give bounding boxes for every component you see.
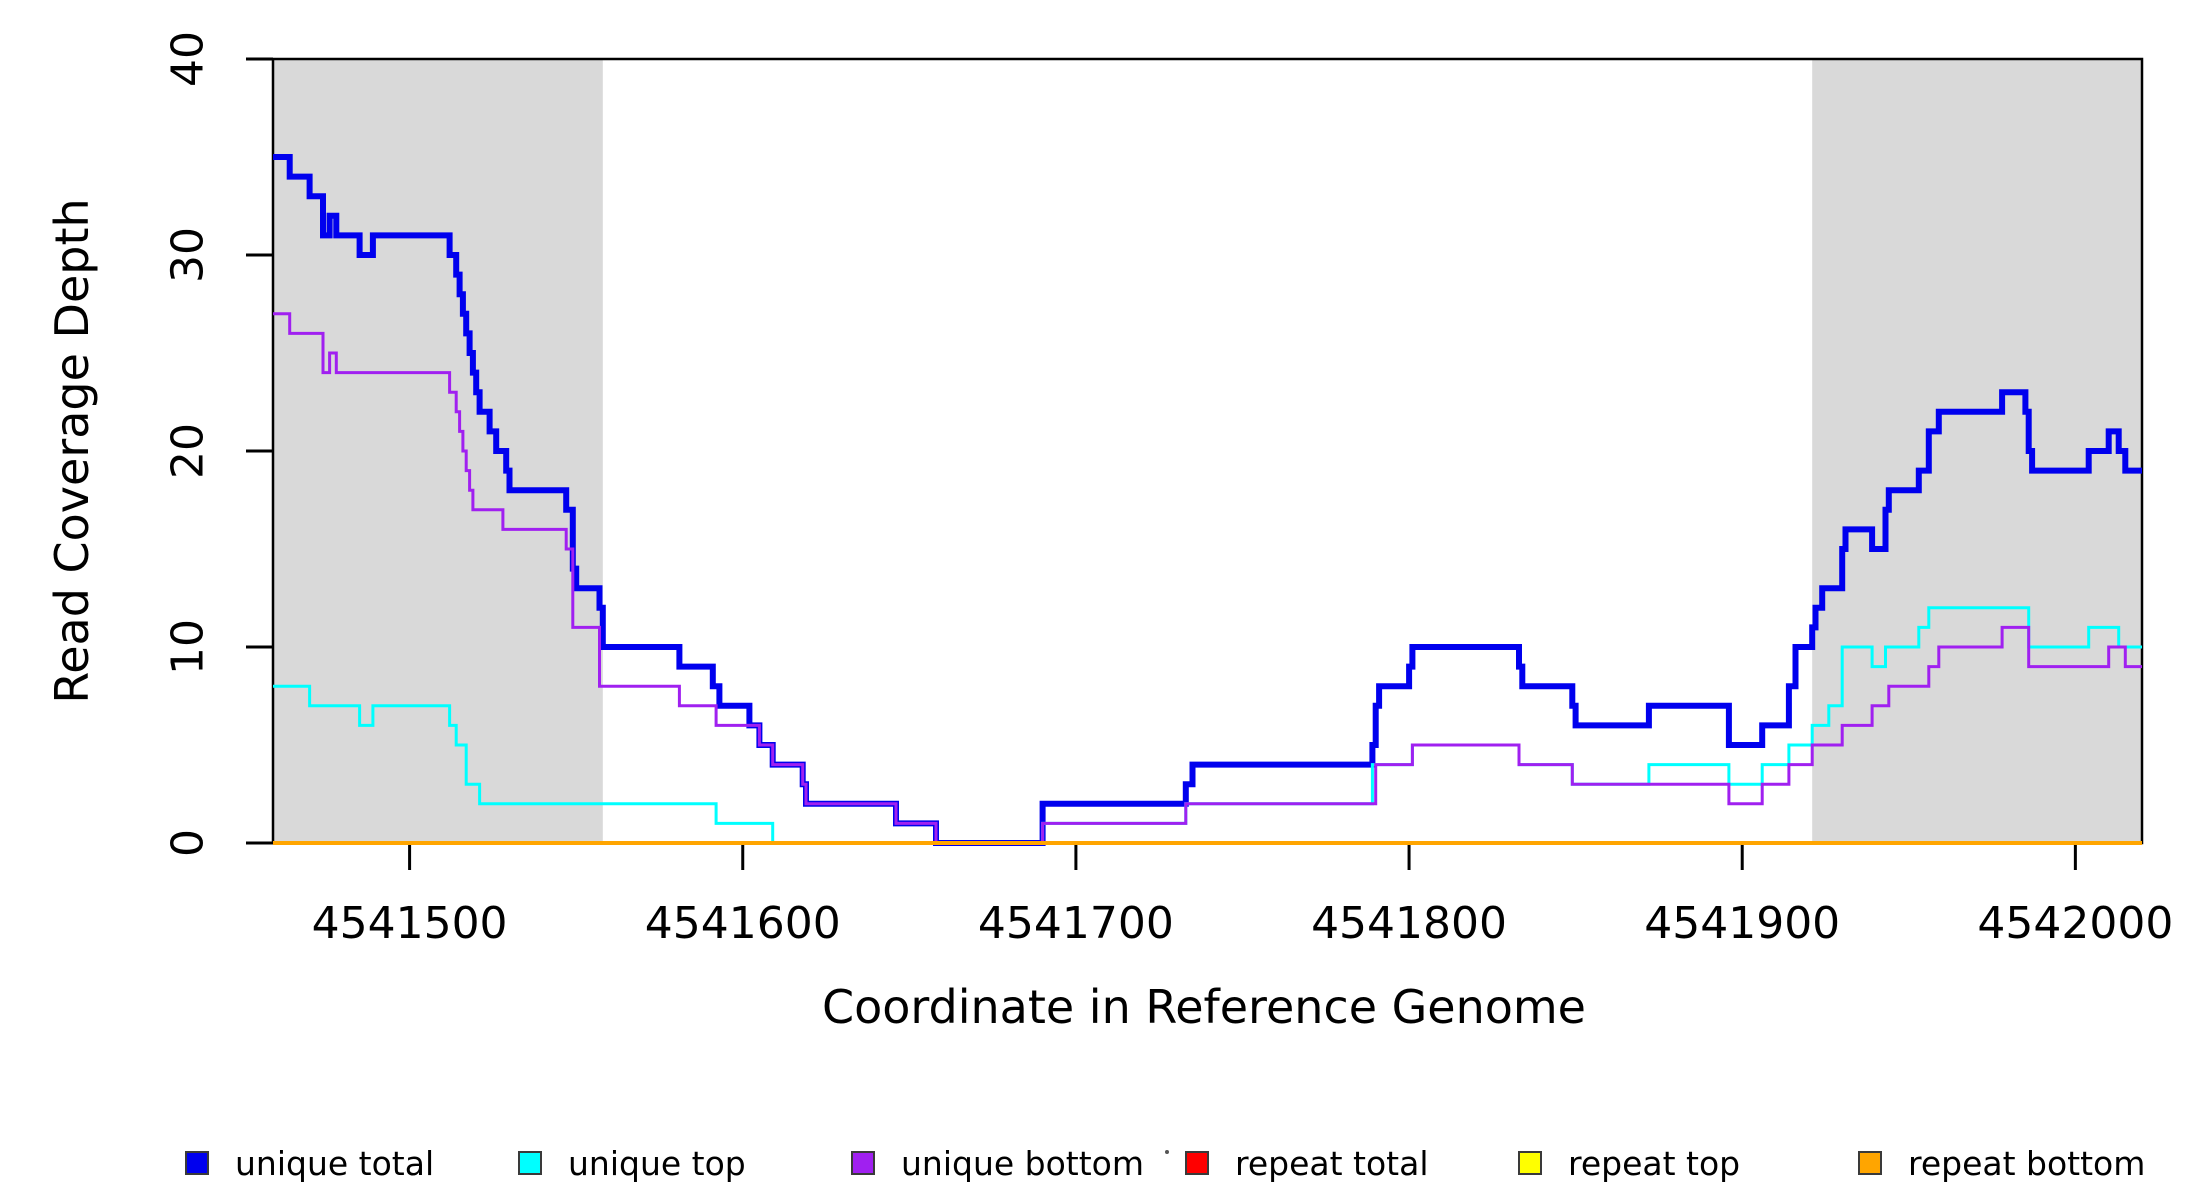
x-tick-label: 4541800 — [1311, 898, 1507, 949]
legend-label: unique top — [568, 1143, 746, 1183]
y-tick-label: 20 — [163, 423, 214, 479]
y-tick-label: 0 — [163, 829, 214, 857]
legend-label: unique total — [235, 1143, 435, 1183]
legend-label: repeat total — [1235, 1143, 1429, 1183]
x-tick-label: 4541900 — [1644, 898, 1840, 949]
legend-swatch-unique-total — [185, 1151, 209, 1175]
legend-swatch-repeat-total — [1185, 1151, 1209, 1175]
legend-label: unique bottom — [901, 1143, 1145, 1183]
legend-swatch-unique-top — [518, 1151, 542, 1175]
series-path-unique-bottom — [273, 312, 2142, 845]
legend-swatch-unique-bottom — [851, 1151, 875, 1175]
y-tick-label: 40 — [163, 31, 214, 87]
legend-item-repeat-total: repeat total — [1185, 1143, 1429, 1183]
x-tick-label: 4541700 — [978, 898, 1174, 949]
legend-item-repeat-bottom: repeat bottom — [1858, 1143, 2146, 1183]
y-tick-label: 30 — [163, 227, 214, 283]
legend-item-unique-total: unique total — [185, 1143, 435, 1183]
legend-label: repeat top — [1568, 1143, 1741, 1183]
legend-label: repeat bottom — [1908, 1143, 2146, 1183]
x-axis-title: Coordinate in Reference Genome — [822, 980, 1586, 1034]
x-tick-label: 4541600 — [645, 898, 841, 949]
y-axis-title: Read Coverage Depth — [45, 198, 99, 704]
legend-item-unique-bottom: unique bottom — [851, 1143, 1145, 1183]
legend-item-unique-top: unique top — [518, 1143, 746, 1183]
legend-swatch-repeat-top — [1518, 1151, 1542, 1175]
repeat-region-left — [273, 59, 603, 843]
legend-swatch-repeat-bottom — [1858, 1151, 1882, 1175]
x-tick-label: 4542000 — [1977, 898, 2173, 949]
x-tick-label: 4541500 — [312, 898, 508, 949]
legend-item-repeat-top: repeat top — [1518, 1143, 1741, 1183]
legend-separator-dot — [1165, 1150, 1169, 1154]
y-tick-label: 10 — [163, 619, 214, 675]
